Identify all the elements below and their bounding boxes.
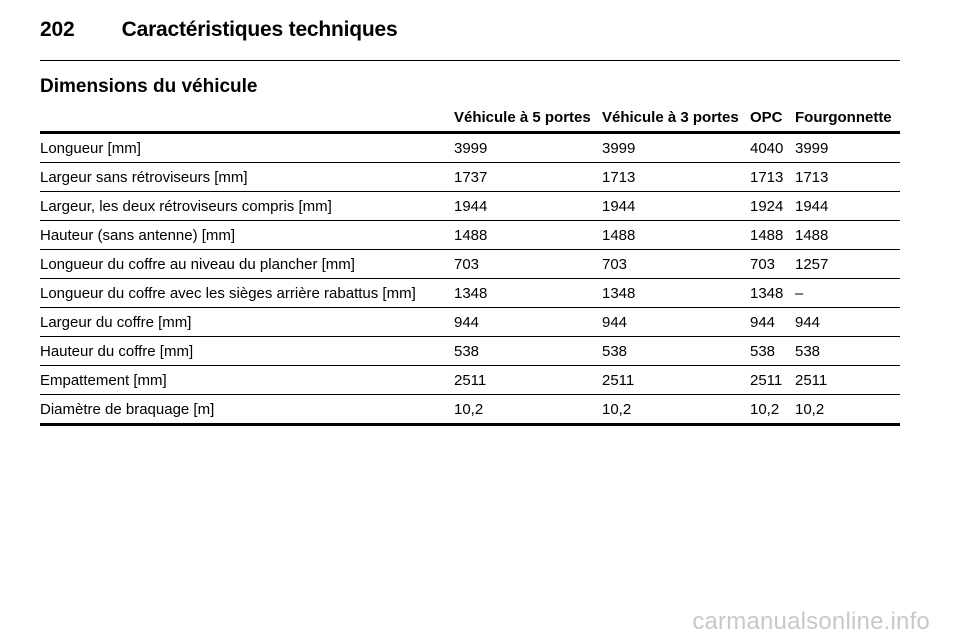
row-label: Largeur du coffre [mm] [40, 307, 454, 337]
cell-value: 3999 [795, 132, 900, 163]
table-row: Longueur [mm] 3999 3999 4040 3999 [40, 132, 900, 163]
cell-value: 703 [454, 249, 602, 279]
row-label: Hauteur (sans antenne) [mm] [40, 220, 454, 250]
cell-value: 10,2 [750, 394, 795, 426]
cell-value: 1348 [750, 278, 795, 308]
cell-value: 1713 [750, 162, 795, 192]
cell-value: 2511 [454, 365, 602, 395]
cell-value: 944 [454, 307, 602, 337]
row-label: Longueur du coffre au niveau du plancher… [40, 249, 454, 279]
cell-value: 1737 [454, 162, 602, 192]
row-label: Largeur, les deux rétroviseurs compris [… [40, 191, 454, 221]
row-label: Longueur du coffre avec les sièges arriè… [40, 278, 454, 308]
header-divider [40, 60, 900, 61]
section-title: Dimensions du véhicule [40, 76, 258, 97]
cell-value: 10,2 [454, 394, 602, 426]
cell-value: 944 [750, 307, 795, 337]
column-header: Véhicule à 3 portes [602, 104, 750, 134]
table-header-row: Véhicule à 5 portes Véhicule à 3 portes … [40, 104, 900, 134]
cell-value: 703 [602, 249, 750, 279]
cell-value: 3999 [602, 132, 750, 163]
cell-value: 1257 [795, 249, 900, 279]
cell-value: 3999 [454, 132, 602, 163]
row-label: Largeur sans rétroviseurs [mm] [40, 162, 454, 192]
cell-value: 538 [795, 336, 900, 366]
cell-value: 1713 [795, 162, 900, 192]
table-row: Empattement [mm] 2511 2511 2511 2511 [40, 365, 900, 395]
cell-value: 2511 [795, 365, 900, 395]
cell-value: 703 [750, 249, 795, 279]
dimensions-table: Véhicule à 5 portes Véhicule à 3 portes … [40, 104, 900, 426]
table-row: Longueur du coffre avec les sièges arriè… [40, 278, 900, 308]
row-label: Diamètre de braquage [m] [40, 394, 454, 426]
cell-value: 944 [795, 307, 900, 337]
cell-value: 1488 [454, 220, 602, 250]
column-header [40, 104, 454, 134]
cell-value: 4040 [750, 132, 795, 163]
cell-value: 10,2 [602, 394, 750, 426]
cell-value: 1488 [750, 220, 795, 250]
cell-value: 1924 [750, 191, 795, 221]
cell-value: 1348 [602, 278, 750, 308]
column-header: OPC [750, 104, 795, 134]
column-header: Fourgonnette [795, 104, 900, 134]
table-row: Hauteur (sans antenne) [mm] 1488 1488 1488 1… [40, 220, 900, 250]
cell-value: 1944 [454, 191, 602, 221]
cell-value: 10,2 [795, 394, 900, 426]
page-title: Caractéristiques techniques [121, 18, 398, 41]
cell-value: – [795, 278, 900, 308]
table-row: Longueur du coffre au niveau du plancher… [40, 249, 900, 279]
cell-value: 1944 [602, 191, 750, 221]
cell-value: 538 [602, 336, 750, 366]
cell-value: 1488 [602, 220, 750, 250]
watermark: carmanualsonline.info [692, 608, 930, 635]
cell-value: 1944 [795, 191, 900, 221]
table-row: Diamètre de braquage [m] 10,2 10,2 10,2 10,2 [40, 394, 900, 426]
cell-value: 2511 [602, 365, 750, 395]
row-label: Empattement [mm] [40, 365, 454, 395]
table-row: Largeur, les deux rétroviseurs compris [… [40, 191, 900, 221]
table-row: Largeur du coffre [mm] 944 944 944 944 [40, 307, 900, 337]
row-label: Longueur [mm] [40, 132, 454, 163]
cell-value: 2511 [750, 365, 795, 395]
page-header: 202 Caractéristiques techniques [40, 18, 398, 42]
cell-value: 538 [750, 336, 795, 366]
cell-value: 538 [454, 336, 602, 366]
table-row: Hauteur du coffre [mm] 538 538 538 538 [40, 336, 900, 366]
row-label: Hauteur du coffre [mm] [40, 336, 454, 366]
cell-value: 1488 [795, 220, 900, 250]
table-row: Largeur sans rétroviseurs [mm] 1737 1713 17… [40, 162, 900, 192]
page-number: 202 [40, 18, 75, 41]
column-header: Véhicule à 5 portes [454, 104, 602, 134]
cell-value: 1348 [454, 278, 602, 308]
cell-value: 1713 [602, 162, 750, 192]
cell-value: 944 [602, 307, 750, 337]
